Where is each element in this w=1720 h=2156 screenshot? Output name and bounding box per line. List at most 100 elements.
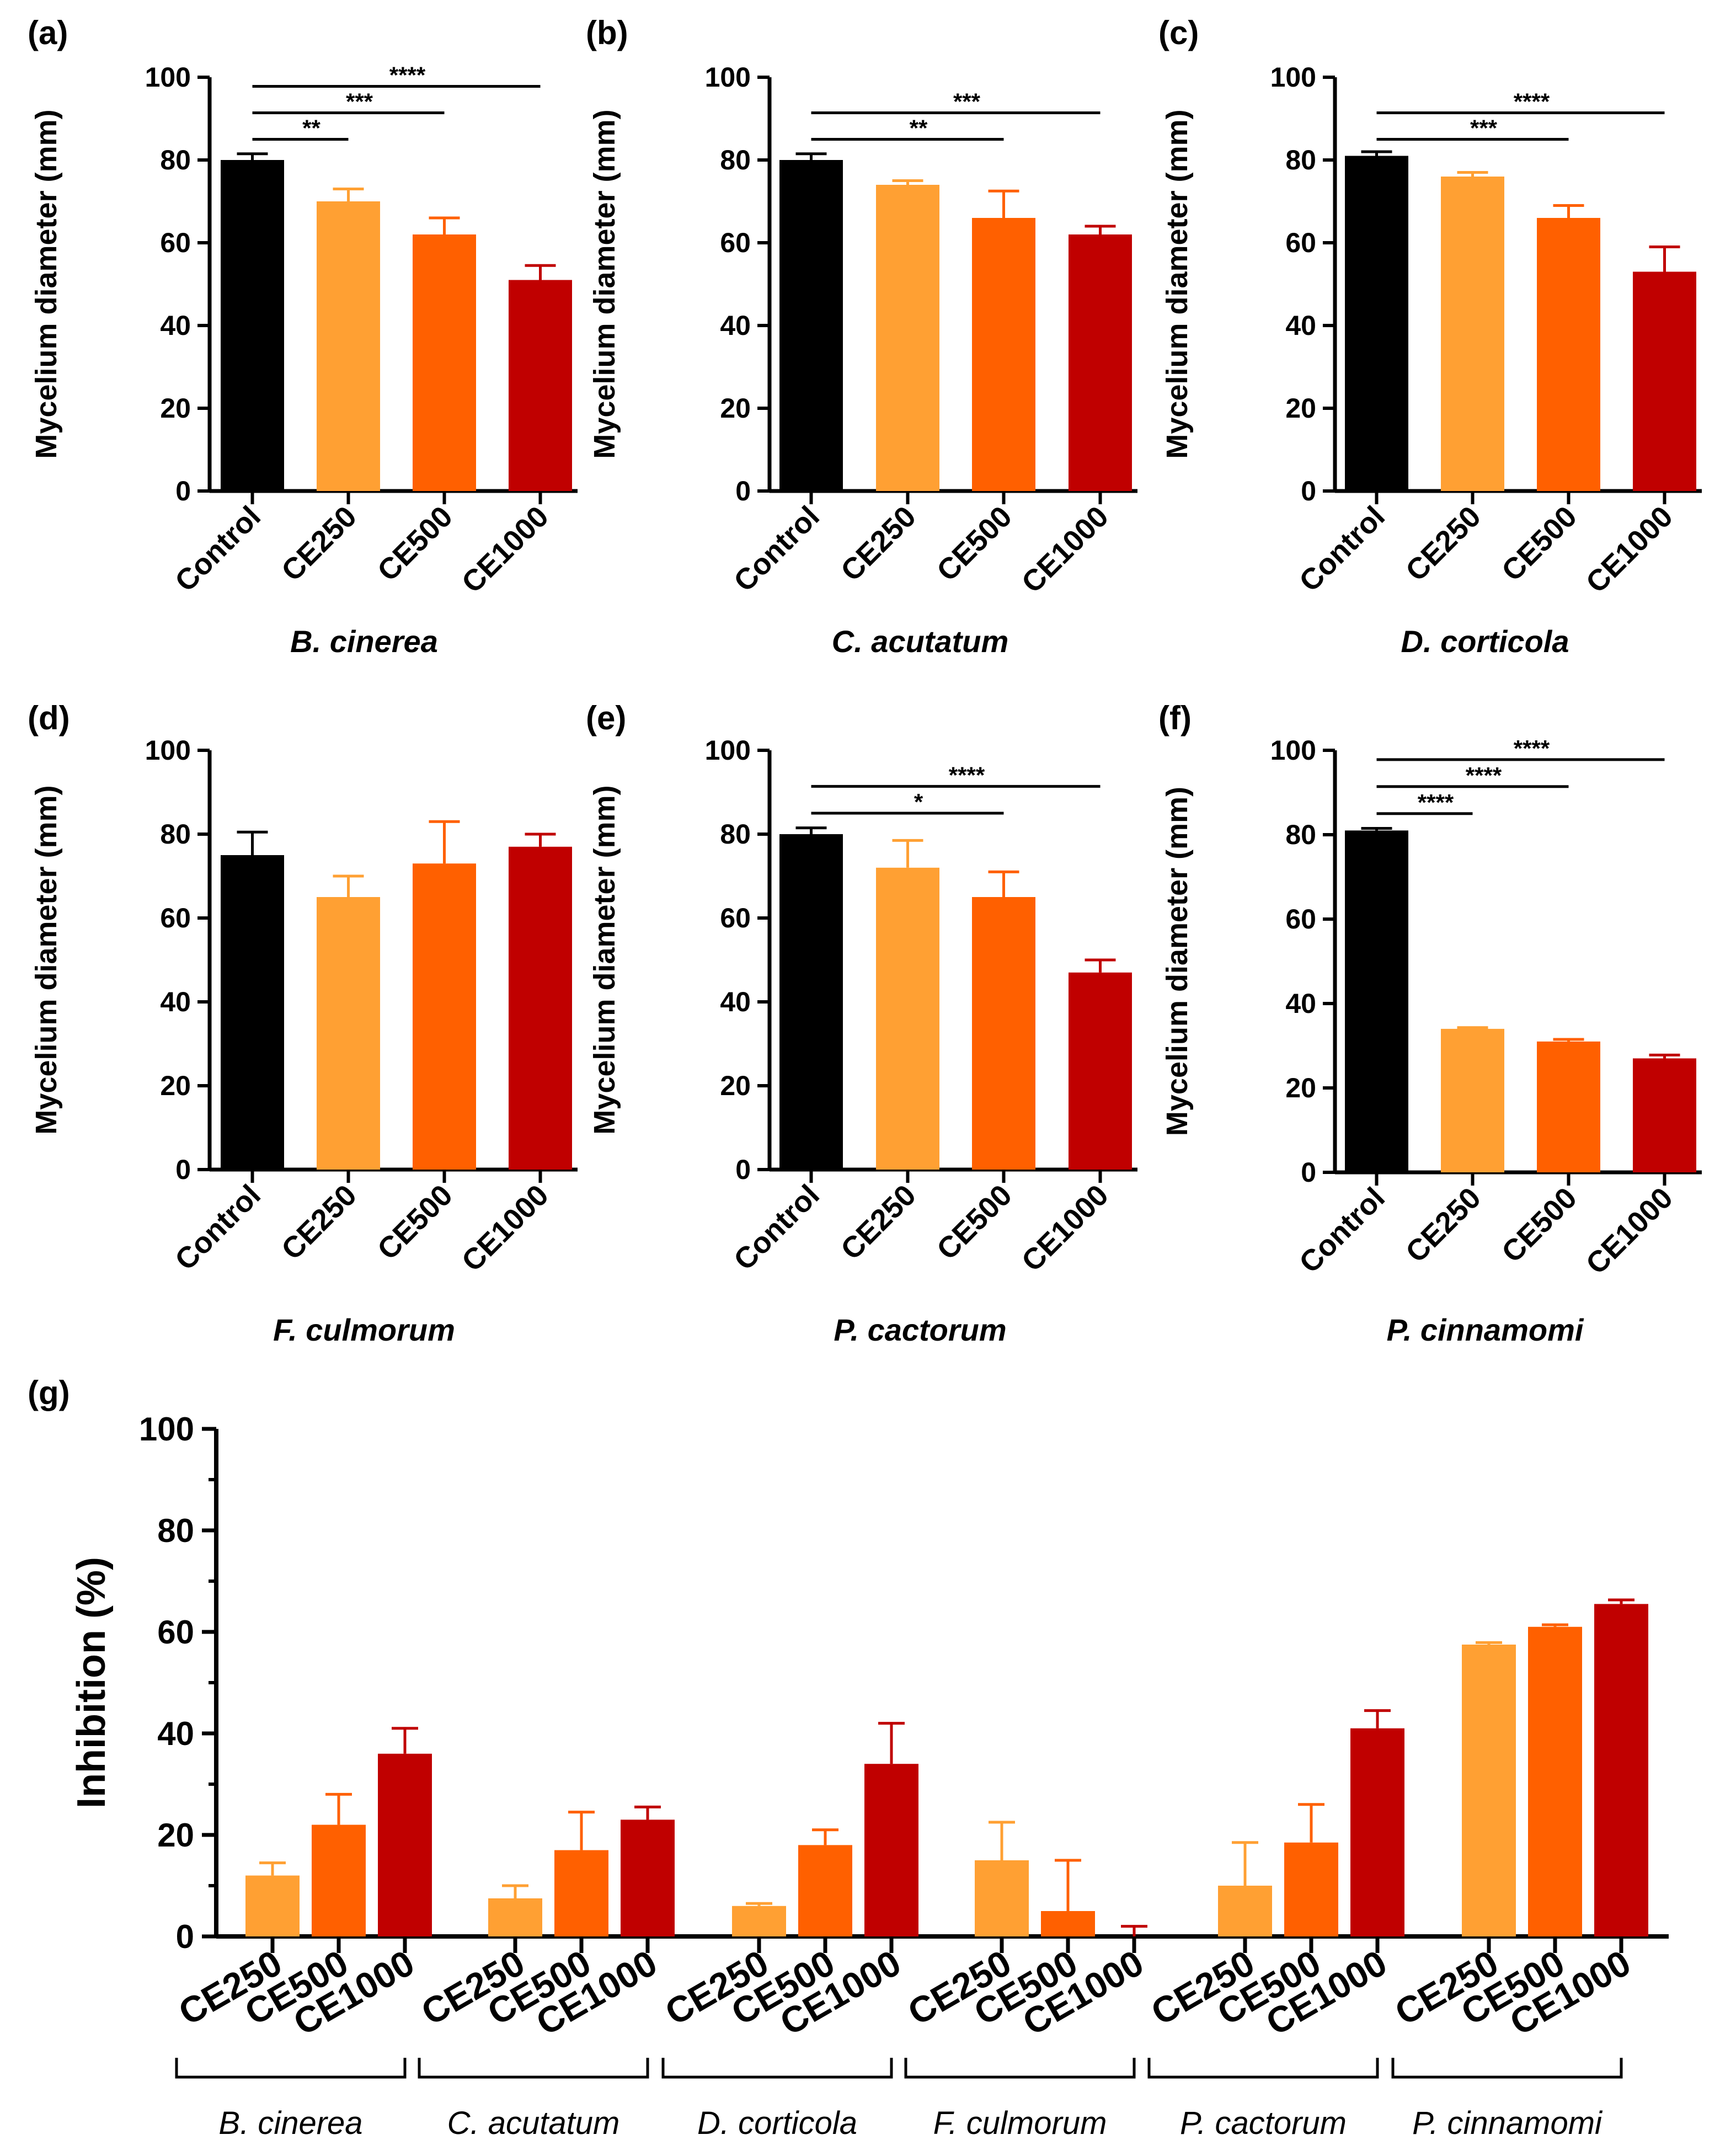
y-tick-label: 20 (720, 393, 751, 424)
panel-label: (c) (1158, 14, 1199, 51)
bar-ce1000 (509, 280, 572, 491)
y-tick-label: 40 (1285, 310, 1316, 341)
panel-label: (e) (586, 700, 626, 737)
y-tick-label: 100 (705, 735, 751, 766)
significance-label: **** (1514, 89, 1550, 115)
bar-ce1000 (864, 1764, 918, 1936)
y-tick-label: 80 (720, 145, 751, 175)
y-axis-label: Mycelium diameter (mm) (588, 109, 621, 458)
species-title: P. cactorum (834, 1312, 1006, 1347)
bar-ce1000 (1594, 1604, 1648, 1936)
bar-ce250 (876, 867, 939, 1170)
bar-ce1000 (509, 846, 572, 1170)
group-label: B. cinerea (218, 2105, 362, 2141)
y-tick-label: 40 (160, 310, 191, 341)
x-tick-label: CE1000 (1016, 500, 1115, 599)
panel-label: (a) (28, 14, 68, 51)
y-tick-label: 0 (1301, 476, 1316, 506)
bar-ce250 (317, 201, 380, 491)
significance-label: *** (1470, 115, 1498, 141)
x-tick-label: CE1000 (1016, 1178, 1115, 1278)
significance-label: **** (1466, 762, 1502, 788)
y-tick-label: 20 (160, 393, 191, 424)
y-tick-label: 40 (1285, 988, 1316, 1019)
y-tick-label: 100 (1270, 62, 1316, 93)
x-tick-label: CE1000 (456, 1178, 555, 1278)
bar-control (1345, 156, 1408, 491)
x-tick-label: CE500 (931, 1178, 1018, 1266)
x-tick-label: Control (1293, 500, 1391, 598)
bar-ce500 (312, 1824, 366, 1936)
x-tick-label: CE500 (931, 500, 1018, 588)
bar-ce500 (1528, 1626, 1582, 1936)
bar-ce500 (972, 218, 1035, 491)
y-tick-label: 80 (720, 819, 751, 850)
y-tick-label: 60 (720, 227, 751, 258)
y-tick-label: 60 (720, 903, 751, 933)
x-tick-label: CE1000 (456, 500, 555, 599)
x-tick-label: Control (728, 1178, 826, 1277)
bar-ce500 (1284, 1842, 1338, 1936)
bar-control (221, 160, 284, 491)
x-tick-label: CE500 (1495, 500, 1583, 588)
bar-ce1000 (1350, 1728, 1404, 1936)
bar-ce500 (972, 897, 1035, 1170)
bar-ce1000 (1069, 972, 1132, 1170)
bar-ce250 (245, 1875, 300, 1936)
chart-panel-f: (f) 0 20 40 60 80 100 Mycelium diameter (mm) Con… (1158, 700, 1702, 1347)
x-tick-label: CE500 (371, 1178, 459, 1266)
significance-label: **** (1514, 735, 1550, 761)
bar-control (221, 855, 284, 1170)
y-tick-label: 20 (720, 1070, 751, 1101)
y-tick-label: 40 (157, 1715, 194, 1752)
y-tick-label: 80 (157, 1512, 194, 1549)
species-title: D. corticola (1401, 624, 1569, 659)
bar-control (779, 834, 843, 1170)
group-bracket (661, 2058, 893, 2079)
x-tick-label: CE250 (275, 500, 363, 588)
x-tick-label: CE1000 (1580, 500, 1679, 599)
x-tick-label: CE250 (835, 500, 922, 588)
species-title: B. cinerea (290, 624, 438, 659)
y-tick-label: 80 (1285, 145, 1316, 175)
y-tick-label: 0 (1301, 1157, 1316, 1188)
x-tick-label: CE500 (1495, 1181, 1583, 1269)
bar-ce250 (732, 1906, 786, 1936)
y-tick-label: 40 (720, 310, 751, 341)
group-label: P. cactorum (1180, 2105, 1347, 2141)
panel-label: (b) (586, 14, 628, 51)
y-tick-label: 60 (1285, 227, 1316, 258)
significance-label: **** (1418, 789, 1454, 815)
significance-label: *** (346, 89, 373, 115)
bar-ce250 (317, 897, 380, 1170)
bar-ce500 (413, 234, 476, 491)
y-tick-label: 80 (160, 819, 191, 850)
panel-label: (d) (28, 700, 70, 737)
chart-panel-b: (b) 0 20 40 60 80 100 Mycelium diameter (mm) Con… (586, 14, 1137, 659)
y-tick-label: 0 (175, 1154, 191, 1185)
x-tick-label: Control (728, 500, 826, 598)
species-title: P. cinnamomi (1387, 1312, 1584, 1347)
x-tick-label: CE1000 (1580, 1181, 1679, 1280)
y-tick-label: 20 (1285, 1072, 1316, 1103)
group-label: C. acutatum (447, 2105, 620, 2141)
x-tick-label: CE250 (835, 1178, 922, 1266)
bar-ce250 (1441, 177, 1504, 491)
y-axis-label: Mycelium diameter (mm) (30, 785, 63, 1134)
group-bracket (1391, 2058, 1623, 2079)
y-tick-label: 20 (160, 1070, 191, 1101)
x-tick-label: CE500 (371, 500, 459, 588)
y-tick-label: 100 (145, 62, 191, 93)
y-tick-label: 0 (735, 476, 751, 506)
y-tick-label: 100 (705, 62, 751, 93)
y-tick-label: 80 (1285, 819, 1316, 850)
bar-ce500 (554, 1850, 608, 1936)
x-tick-label: CE250 (275, 1178, 363, 1266)
group-bracket (175, 2058, 407, 2079)
bar-ce1000 (621, 1819, 675, 1936)
y-tick-label: 60 (160, 227, 191, 258)
panel-label: (g) (28, 1374, 70, 1411)
y-tick-label: 60 (160, 903, 191, 933)
significance-label: *** (953, 89, 981, 115)
